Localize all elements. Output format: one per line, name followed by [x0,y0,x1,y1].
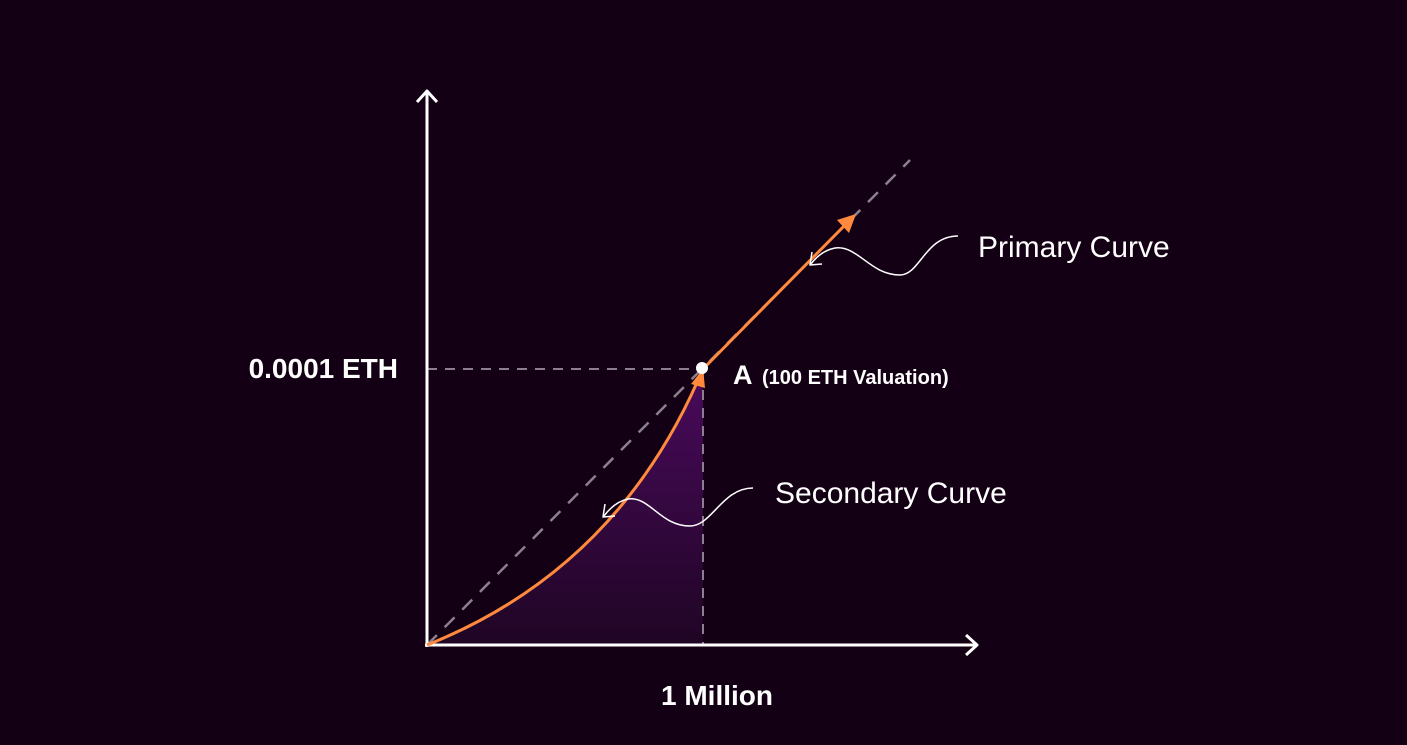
secondary-curve [426,377,701,647]
point-a-marker [696,362,708,374]
secondary-curve-label: Secondary Curve [775,477,1007,510]
secondary-callout-connector [602,487,754,527]
primary-callout-connector [809,235,959,276]
primary-curve [701,222,848,371]
y-axis [415,89,439,647]
point-a-name: A [733,360,753,390]
primary-curve-arrowhead [837,214,856,233]
point-a-detail: (100 ETH Valuation) [762,367,949,389]
secondary-area-fill [427,369,703,645]
y-value-label: 0.0001 ETH [249,353,398,384]
x-value-label: 1 Million [661,680,773,711]
x-axis [425,633,979,657]
primary-curve-label: Primary Curve [978,231,1170,264]
